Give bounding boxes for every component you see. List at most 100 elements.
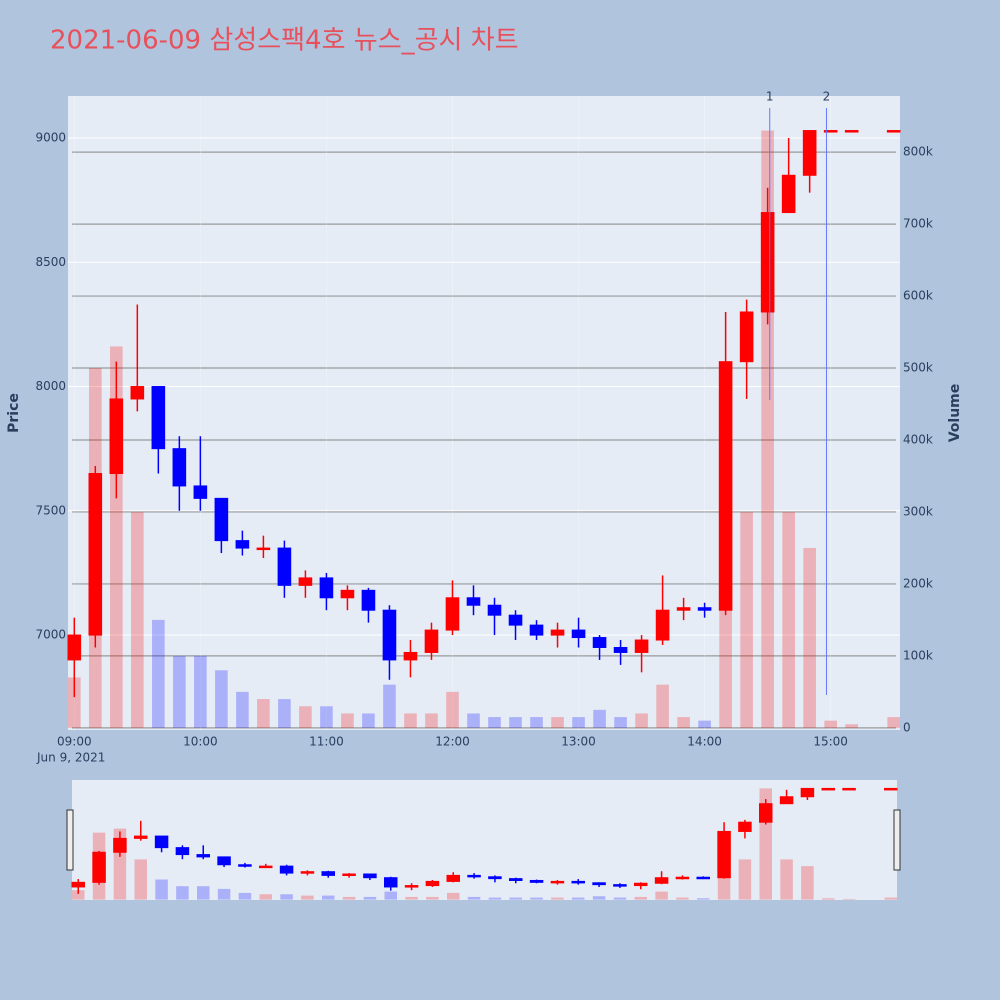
slider-candle-body — [196, 854, 210, 858]
candle-body — [445, 597, 460, 631]
slider-candle-body — [154, 835, 169, 849]
volume-bar — [803, 547, 816, 728]
volume-bar — [551, 717, 564, 728]
slider-candle-body — [113, 837, 127, 853]
slider-volume-bar — [801, 866, 814, 900]
candle-body — [256, 547, 271, 551]
y-tick-label: 7500 — [35, 503, 66, 517]
slider-volume-bar — [842, 898, 856, 900]
volume-bar — [341, 713, 354, 728]
slider-grip[interactable] — [66, 809, 74, 871]
volume-bar — [530, 717, 543, 728]
candle-body — [550, 629, 565, 636]
volume-bar — [299, 706, 312, 728]
slider-volume-bar — [259, 894, 272, 900]
slider-volume-bar — [780, 859, 793, 900]
slider-volume-bar — [134, 859, 147, 900]
volume-bar — [404, 713, 417, 728]
slider-volume-bar — [572, 897, 585, 900]
slider-candle-body — [842, 787, 856, 791]
slider-volume-bar — [447, 892, 460, 900]
x-tick-label: 15:00 — [813, 735, 848, 749]
candle-body — [487, 604, 502, 616]
volume-bar — [488, 717, 501, 728]
slider-candle-body — [446, 874, 460, 882]
slider-volume-bar — [155, 879, 168, 900]
y2-tick-label: 500k — [903, 361, 933, 375]
slider-volume-bar — [592, 896, 606, 900]
volume-bar — [509, 717, 522, 728]
slider-grip[interactable] — [893, 809, 901, 871]
y2-tick-label: 200k — [903, 576, 933, 590]
volume-bar — [236, 691, 249, 728]
candle-body — [592, 637, 607, 648]
slider-candle-body — [571, 880, 585, 884]
volume-bar — [572, 717, 585, 728]
volume-bar — [656, 684, 669, 728]
slider-candle-body — [467, 874, 481, 878]
slider-candle-body — [175, 847, 190, 856]
candle-body — [340, 589, 355, 599]
slider-candle-body — [300, 871, 315, 874]
candle-body — [613, 646, 628, 653]
slider-candle-body — [342, 873, 356, 877]
slider-candle-body — [425, 880, 440, 887]
y2-tick-label: 300k — [903, 504, 933, 518]
candle-body — [760, 212, 775, 313]
slider-candle-body — [654, 877, 669, 884]
slider-candle-body — [259, 865, 273, 869]
y2-tick-label: 600k — [903, 289, 933, 303]
slider-volume-bar — [488, 897, 502, 900]
slider-candle-body — [696, 876, 710, 880]
slider-candle-body — [821, 787, 835, 791]
slider-candle-body — [134, 835, 148, 839]
slider-candle-body — [488, 876, 502, 880]
candle-body — [886, 130, 901, 133]
slider-volume-bar — [322, 895, 335, 900]
slider-volume-bar — [738, 859, 752, 900]
volume-bar — [614, 717, 627, 728]
annotation-text: 1 — [766, 90, 774, 104]
slider-candle-body — [738, 821, 752, 832]
x-tick-label: 11:00 — [309, 735, 344, 749]
candle-body — [718, 361, 733, 611]
volume-bar — [593, 709, 606, 728]
candle-body — [172, 448, 187, 487]
slider-candle-body — [634, 882, 648, 887]
slider-volume-bar — [72, 890, 85, 900]
candle-body — [235, 540, 250, 549]
candle-body — [844, 130, 859, 133]
slider-candle-body — [404, 885, 419, 888]
candle-body — [319, 577, 334, 599]
slider-volume-bar — [384, 891, 397, 900]
y2-tick-label: 100k — [903, 648, 933, 662]
candle-body — [508, 614, 523, 626]
x-tick-label: 12:00 — [435, 735, 470, 749]
slider-volume-bar — [342, 896, 356, 900]
slider-volume-bar — [467, 896, 481, 900]
chart-title: 2021-06-09 삼성스팩4호 뉴스_공시 차트 — [50, 26, 519, 56]
candle-body — [67, 634, 82, 661]
volume-bar — [887, 717, 900, 728]
candle-body — [655, 609, 670, 641]
range-slider[interactable] — [72, 780, 897, 900]
candle-body — [361, 589, 376, 611]
y2-tick-label: 800k — [903, 145, 933, 159]
candle-body — [151, 386, 166, 450]
y2-tick-label: 0 — [903, 720, 911, 734]
y-tick-label: 9000 — [35, 131, 66, 145]
slider-candle-body — [592, 882, 606, 886]
slider-volume-bar — [280, 894, 293, 900]
volume-bar — [278, 699, 291, 728]
slider-volume-bar — [176, 886, 189, 900]
x-tick-label: 09:00 — [57, 735, 92, 749]
slider-volume-bar — [405, 896, 418, 900]
slider-volume-bar — [697, 898, 710, 900]
slider-candle-body — [92, 851, 106, 883]
slider-candle-body — [884, 787, 898, 791]
candle-body — [403, 651, 418, 661]
candle-body — [277, 547, 292, 586]
volume-bar — [194, 655, 207, 728]
slider-volume-bar — [884, 897, 897, 900]
slider-volume-bar — [509, 897, 522, 900]
